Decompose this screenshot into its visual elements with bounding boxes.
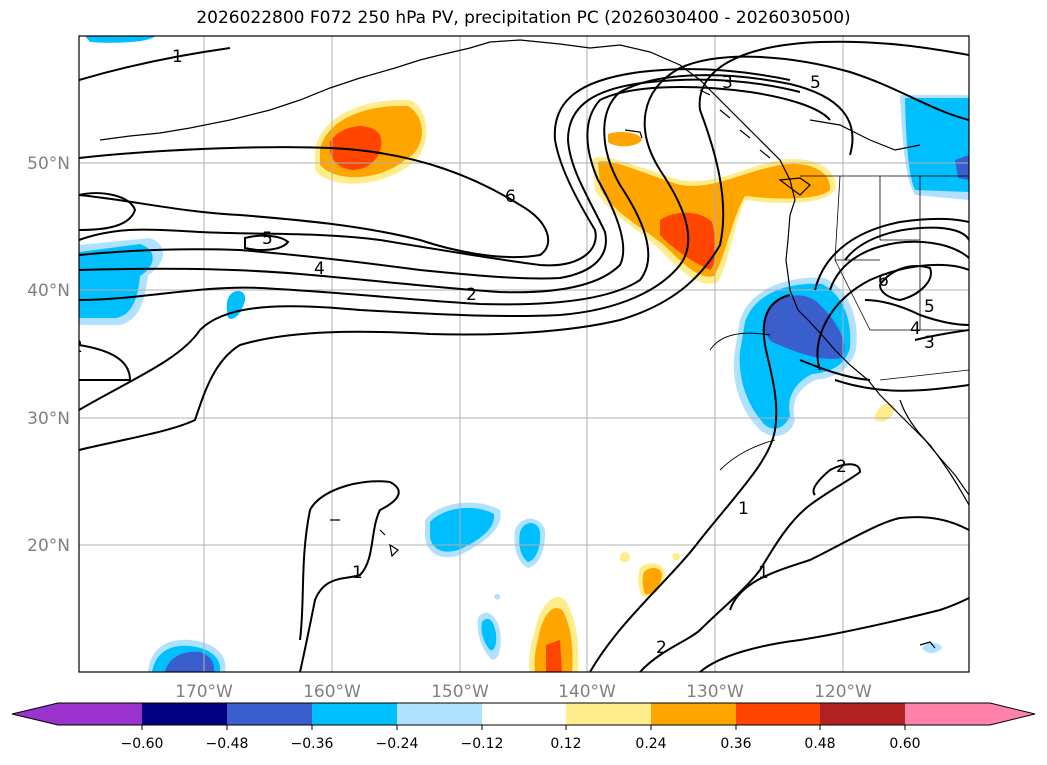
colorbar-tick-label: −0.12: [461, 736, 504, 752]
graticule: [79, 36, 969, 672]
map-title: 2026022800 F072 250 hPa PV, precipitatio…: [196, 8, 851, 28]
map-frame: [78, 35, 970, 673]
precip-anomaly-area: [672, 552, 681, 561]
precip-anomaly-area: [546, 640, 562, 672]
colorbar-tick-label: 0.12: [550, 736, 581, 752]
contour-label: 1: [352, 563, 363, 583]
lat-label: 40°N: [27, 281, 70, 301]
precip-anomaly-area: [226, 290, 246, 319]
colorbar-segment: [820, 703, 905, 725]
contour-label: 2: [466, 285, 477, 305]
colorbar-segment: [12, 703, 142, 725]
precip-anomaly-area: [494, 593, 501, 600]
colorbar-segment: [566, 703, 651, 725]
precip-anomaly-area: [519, 523, 541, 562]
pv-thin-contours: [709, 332, 776, 471]
precip-anomaly-area: [481, 618, 497, 651]
precip-anomaly-area: [329, 126, 382, 170]
contour-label: 4: [314, 259, 325, 279]
precip-anomaly-area: [955, 155, 969, 180]
colorbar-segment: [482, 703, 566, 725]
precip-anomaly-area: [85, 36, 155, 43]
contour-label: 2: [656, 638, 667, 658]
colorbar-segment: [312, 703, 397, 725]
contour-label: 1: [758, 563, 769, 583]
contour-label: 3: [924, 333, 935, 353]
precip-anomaly-area: [875, 403, 895, 422]
precip-anomaly-area: [905, 98, 969, 192]
contour-label: 4: [910, 319, 921, 339]
colorbar-tick-label: 0.48: [804, 736, 835, 752]
colorbar-segment: [397, 703, 482, 725]
lon-label: 150°W: [431, 682, 489, 702]
longitude-labels: 170°W 160°W 150°W 140°W 130°W 120°W: [175, 682, 872, 702]
contour-label: 5: [262, 229, 273, 249]
precip-anomaly-area: [763, 295, 845, 359]
colorbar-segment: [142, 703, 227, 725]
contour-label: 2: [72, 337, 83, 357]
colorbar-tick-label: −0.24: [376, 736, 419, 752]
precip-anomaly-area: [165, 651, 215, 672]
lon-label: 130°W: [686, 682, 744, 702]
coastlines: [99, 39, 969, 649]
lon-label: 120°W: [814, 682, 872, 702]
precip-anomaly-area: [608, 132, 642, 147]
lat-label: 50°N: [27, 154, 70, 174]
latitude-labels: 50°N 40°N 30°N 20°N: [27, 154, 70, 556]
precip-anomaly-area: [430, 507, 495, 552]
precip-anomaly-area: [922, 642, 942, 654]
lon-label: 140°W: [558, 682, 616, 702]
colorbar-segment: [651, 703, 736, 725]
colorbar-segment: [227, 703, 312, 725]
colorbar-segment: [736, 703, 820, 725]
contour-label: 6: [505, 187, 516, 207]
lon-label: 160°W: [303, 682, 361, 702]
precip-anomaly-area: [598, 161, 831, 277]
colorbar-tick-label: 0.24: [635, 736, 666, 752]
colorbar-tick-label: 0.36: [720, 736, 751, 752]
precip-anomaly-area: [534, 608, 573, 672]
lon-label: 170°W: [175, 682, 233, 702]
colorbar-tick-label: −0.48: [206, 736, 249, 752]
contour-labels: 1 5 4 2 6 3 5 6 5 4 3 2 1 1 2 1 2: [72, 47, 935, 658]
lat-label: 20°N: [27, 536, 70, 556]
contour-label: 6: [878, 271, 889, 291]
colorbar-segment: [905, 703, 1035, 725]
contour-label: 5: [924, 297, 935, 317]
colorbar-tick-label: −0.36: [291, 736, 334, 752]
precip-anomaly-area: [620, 552, 630, 563]
colorbar-tick-label: 0.60: [889, 736, 920, 752]
precipitation-shading: [79, 36, 969, 672]
lat-label: 30°N: [27, 409, 70, 429]
contour-label: 2: [836, 457, 847, 477]
contour-label: 1: [738, 499, 749, 519]
contour-label: 3: [722, 73, 733, 93]
colorbar: −0.60 −0.48 −0.36 −0.24 −0.12 0.12 0.24 …: [11, 702, 1036, 752]
colorbar-tick-label: −0.60: [121, 736, 164, 752]
contour-label: 1: [172, 47, 183, 67]
contour-label: 5: [810, 73, 821, 93]
pv-contours: [79, 40, 969, 672]
